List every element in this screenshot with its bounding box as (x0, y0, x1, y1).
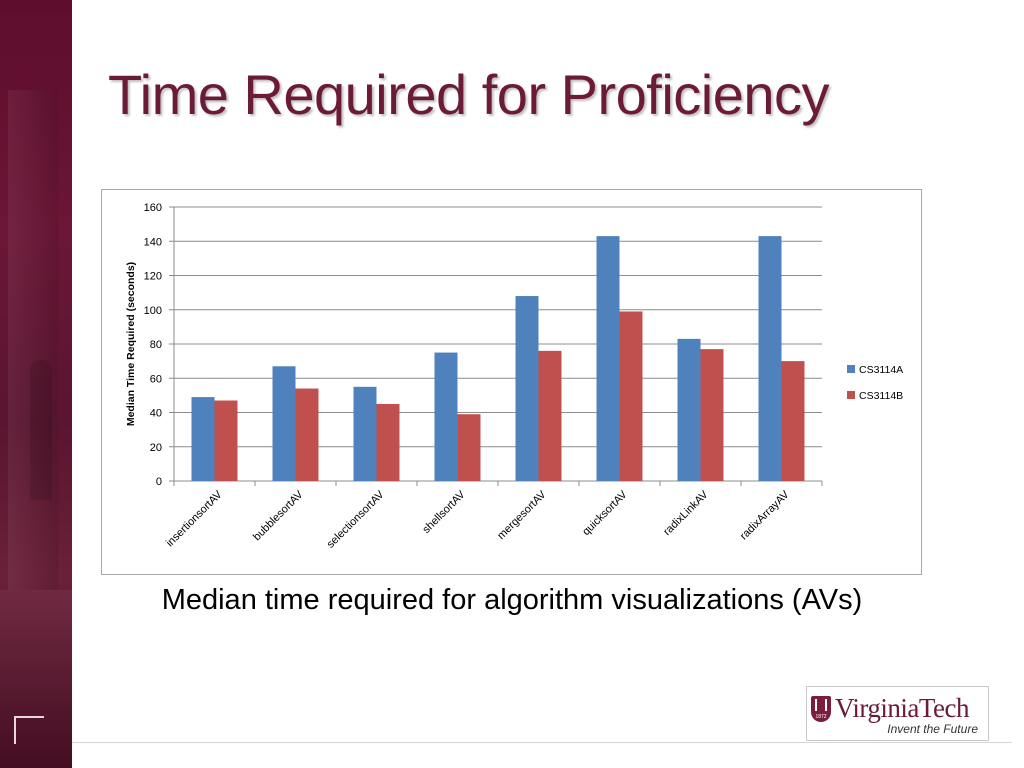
y-tick-label: 40 (150, 408, 162, 420)
sidebar-texture (30, 360, 52, 500)
legend-swatch (847, 365, 855, 373)
sidebar-texture (8, 90, 58, 590)
y-tick-label: 20 (150, 442, 162, 454)
bar-cs3114a (191, 397, 215, 481)
y-axis-label: Median Time Required (seconds) (125, 262, 137, 426)
sidebar-photo-strip (0, 0, 72, 768)
x-tick-label: radixLinkAV (661, 488, 711, 538)
bar-cs3114b (619, 311, 643, 481)
bar-cs3114b (700, 349, 724, 481)
y-tick-label: 60 (150, 373, 162, 385)
bar-cs3114a (434, 352, 458, 481)
x-tick-label: mergesortAV (495, 488, 549, 542)
sidebar-texture (0, 590, 72, 768)
bar-cs3114a (353, 386, 377, 481)
logo-wordmark: VirginiaTech (835, 693, 969, 723)
x-tick-label: bubblesortAV (251, 488, 306, 543)
bar-cs3114a (677, 338, 701, 481)
bar-cs3114a (596, 236, 620, 481)
bar-cs3114a (758, 236, 782, 481)
x-tick-label: quicksortAV (580, 488, 630, 538)
slide-title: Time Required for Proficiency (108, 63, 830, 126)
bar-cs3114b (538, 350, 562, 481)
bar-cs3114b (457, 414, 481, 481)
x-tick-label: selectionsortAV (325, 488, 387, 550)
x-tick-label: radixArrayAV (738, 488, 792, 542)
slide-caption: Median time required for algorithm visua… (161, 584, 863, 616)
y-tick-label: 120 (144, 271, 162, 283)
seal-year: 1872 (815, 714, 827, 720)
footer-divider (72, 742, 1012, 743)
bar-cs3114b (781, 361, 805, 481)
seal-icon: 1872 (811, 696, 831, 722)
bar-cs3114b (295, 388, 319, 481)
y-tick-label: 0 (156, 476, 162, 488)
bar-cs3114a (515, 296, 539, 481)
logo-tagline: Invent the Future (887, 722, 978, 736)
virginia-tech-logo: 1872 VirginiaTech Invent the Future (806, 686, 989, 741)
y-tick-label: 100 (144, 305, 162, 317)
bar-cs3114a (272, 366, 296, 481)
chart-canvas: 0 20 40 60 80 100 120 140 160 Median Time Require… (125, 202, 903, 551)
y-tick-label: 80 (150, 339, 162, 351)
y-tick-label: 140 (144, 236, 162, 248)
x-tick-label: insertionsortAV (164, 488, 225, 549)
bar-chart: 0 20 40 60 80 100 120 140 160 Median Time Require… (101, 189, 922, 575)
bar-cs3114b (214, 400, 238, 481)
legend-label: CS3114A (859, 364, 903, 376)
legend-label: CS3114B (859, 390, 903, 402)
legend-swatch (847, 391, 855, 399)
bar-cs3114b (376, 403, 400, 481)
y-tick-label: 160 (144, 202, 162, 214)
x-tick-label: shellsortAV (420, 488, 468, 536)
corner-bracket (14, 716, 44, 744)
